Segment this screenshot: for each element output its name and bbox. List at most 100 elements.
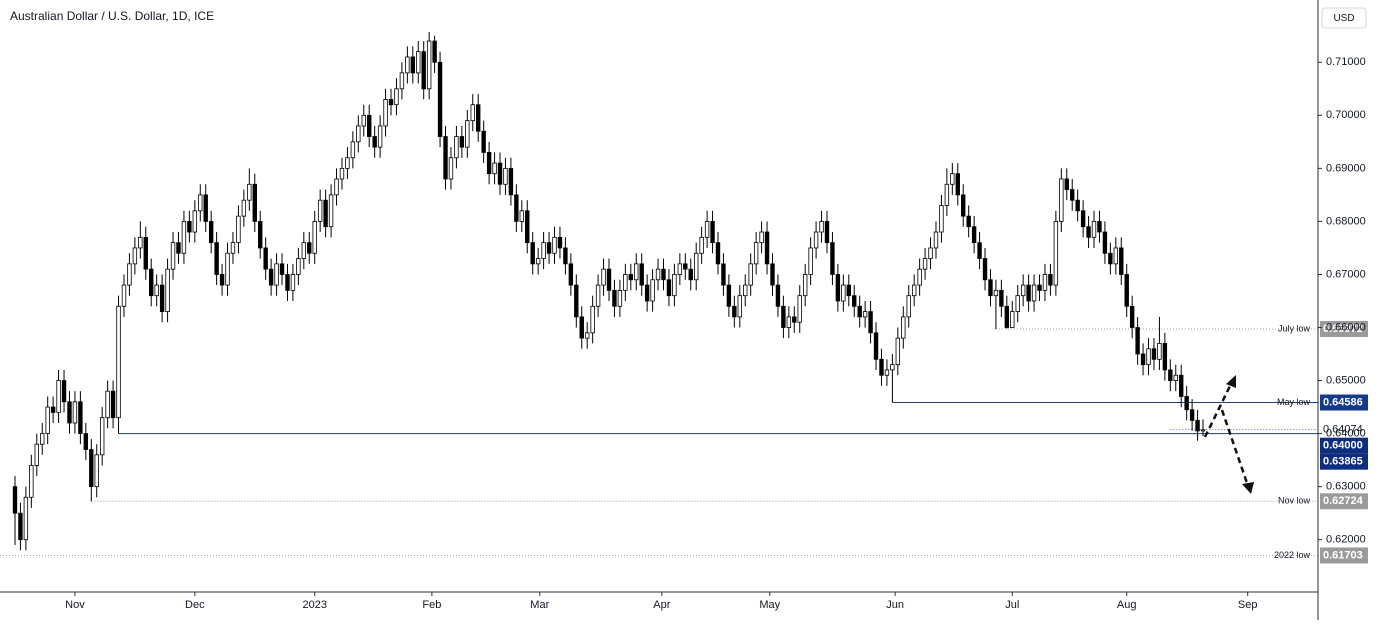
candle-body: [590, 305, 595, 334]
candle-body: [181, 221, 187, 254]
candle-body: [350, 141, 356, 159]
x-tick-label: Mar: [530, 599, 549, 611]
candle-body: [241, 199, 247, 217]
candle-body: [203, 194, 208, 222]
candle-body: [143, 236, 148, 270]
price-tag: [1320, 493, 1368, 510]
y-tick-label: 0.63000: [1326, 481, 1366, 493]
candle-body: [802, 274, 808, 297]
price-tag-label: 0.65972: [1323, 323, 1363, 335]
price-tag: [1320, 320, 1368, 337]
candle-body: [1004, 305, 1010, 328]
candle-body: [661, 268, 666, 281]
candle-body: [1179, 374, 1184, 397]
candle-body: [268, 268, 274, 286]
candle-body: [176, 242, 181, 254]
candle-body: [454, 136, 459, 159]
candle-body: [879, 358, 884, 376]
candle-body: [1020, 284, 1026, 297]
price-tag: [1320, 547, 1368, 564]
candle-body: [345, 157, 350, 169]
candle-body: [726, 284, 732, 307]
price-tag-label: 0.64074: [1323, 424, 1363, 436]
candle-body: [61, 380, 67, 403]
candle-body: [710, 221, 715, 244]
candle-body: [971, 226, 977, 244]
candle-body: [312, 221, 317, 254]
candle-body: [639, 263, 644, 286]
candle-body: [699, 236, 704, 254]
candle-body: [372, 136, 377, 148]
plot-area: [0, 32, 1318, 556]
candle-body: [492, 162, 497, 175]
candle-body: [1031, 284, 1037, 302]
candle-body: [650, 279, 655, 302]
candle-body: [388, 99, 394, 106]
candle-body: [1075, 199, 1080, 212]
candle-body: [1070, 189, 1075, 201]
candle-body: [830, 242, 835, 275]
candle-body: [116, 305, 121, 419]
candle-body: [328, 194, 334, 228]
candle-body: [170, 242, 176, 270]
candle-body: [334, 178, 339, 196]
candle-body: [421, 51, 426, 90]
candle-body: [159, 284, 165, 312]
candle-body: [606, 268, 612, 291]
candle-body: [535, 258, 541, 265]
candle-body: [715, 242, 721, 265]
candle-body: [999, 289, 1004, 307]
candle-body: [781, 305, 786, 328]
candle-body: [12, 486, 18, 514]
candle-body: [552, 236, 557, 254]
candle-body: [868, 311, 873, 334]
arrow-head: [1242, 482, 1254, 494]
candle-body: [819, 221, 824, 233]
candle-body: [623, 274, 628, 291]
candle-body: [165, 268, 170, 312]
candle-body: [481, 130, 486, 153]
y-tick-label: 0.68000: [1326, 215, 1366, 227]
candle-body: [437, 61, 443, 137]
candle-body: [895, 337, 901, 366]
y-tick-label: 0.69000: [1326, 162, 1366, 174]
candle-body: [56, 380, 61, 413]
candle-body: [530, 242, 535, 265]
candle-body: [519, 210, 525, 222]
candle-body: [977, 242, 982, 259]
candle-body: [317, 199, 323, 222]
y-tick-label: 0.67000: [1326, 268, 1366, 280]
candle-body: [219, 274, 225, 286]
candle-body: [285, 274, 290, 291]
candle-body: [743, 284, 748, 297]
candle-body: [361, 114, 366, 127]
candle-body: [18, 512, 23, 541]
candle-body: [655, 268, 661, 281]
candle-body: [29, 465, 34, 498]
level-name: Nov low: [1278, 496, 1311, 506]
currency-label[interactable]: USD: [1333, 13, 1354, 24]
candle-body: [617, 289, 623, 307]
candle-body: [1113, 247, 1119, 265]
candle-body: [666, 279, 672, 297]
candle-body: [911, 284, 917, 297]
y-tick-label: 0.64000: [1326, 428, 1366, 440]
candle-body: [961, 194, 966, 217]
price-tag: [1320, 394, 1368, 411]
candle-body: [595, 284, 601, 307]
candle-body: [1091, 221, 1097, 238]
candle-body: [917, 268, 922, 286]
candle-body: [279, 263, 285, 275]
candle-body: [448, 157, 454, 180]
candle-body: [356, 125, 361, 143]
candle-body: [416, 51, 421, 74]
candle-body: [1162, 343, 1168, 371]
currency-button[interactable]: [1321, 7, 1367, 29]
candle-body: [377, 125, 383, 148]
candle-body: [786, 316, 792, 328]
candle-body: [307, 242, 312, 254]
candle-body: [405, 56, 410, 74]
candle-body: [497, 162, 503, 185]
x-tick-label: Jul: [1005, 599, 1019, 611]
